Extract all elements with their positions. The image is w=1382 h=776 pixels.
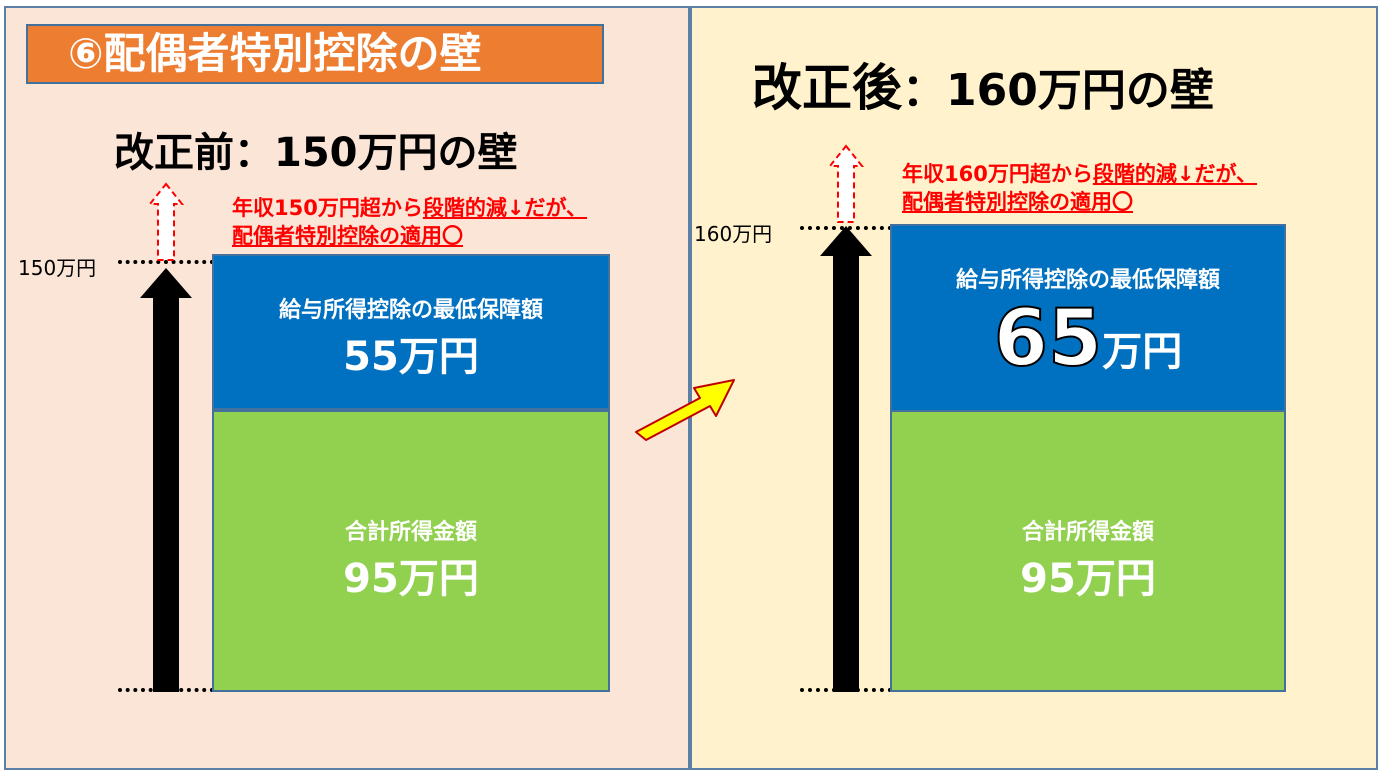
- after-limit-label: 160万円: [694, 222, 773, 246]
- after-heading: 改正後：160万円の壁: [752, 48, 1214, 120]
- after-upper-box: 給与所得控除の最低保障額 65万円: [890, 224, 1286, 412]
- black-up-arrow-icon: [820, 226, 872, 692]
- after-panel: 改正後：160万円の壁 年収160万円超から段階的減↓だが、 配偶者特別控除の適…: [690, 6, 1378, 770]
- yellow-transition-arrow-icon: [635, 379, 735, 441]
- before-upper-caption: 給与所得控除の最低保障額: [278, 298, 543, 323]
- before-note-line2: 配偶者特別控除の適用〇: [232, 224, 463, 248]
- after-heading-rest: ：160万円の壁: [902, 65, 1214, 116]
- after-note-line2: 配偶者特別控除の適用〇: [902, 190, 1133, 214]
- before-limit-label: 150万円: [18, 256, 97, 280]
- before-upper-amount: 55万円: [343, 334, 479, 380]
- after-note: 年収160万円超から段階的減↓だが、 配偶者特別控除の適用〇: [902, 160, 1257, 216]
- after-heading-bold: 改正後: [752, 59, 902, 117]
- black-up-arrow-icon: [140, 268, 192, 692]
- before-lower-amount: 95万円: [343, 556, 479, 602]
- before-lower-box: 合計所得金額 95万円: [212, 410, 610, 692]
- before-heading: 改正前：150万円の壁: [114, 130, 518, 176]
- after-upper-caption: 給与所得控除の最低保障額: [955, 268, 1220, 293]
- after-upper-amount-number: 65: [993, 293, 1104, 385]
- before-lower-caption: 合計所得金額: [344, 520, 477, 545]
- before-upper-box: 給与所得控除の最低保障額 55万円: [212, 254, 610, 410]
- before-note-line1-pre: 年収150万円超から: [232, 196, 423, 220]
- dashed-red-up-arrow-icon: [147, 182, 185, 261]
- after-lower-caption: 合計所得金額: [1021, 520, 1154, 545]
- after-note-line1-pre: 年収160万円超から: [902, 162, 1093, 186]
- dashed-red-up-arrow-icon: [827, 144, 865, 223]
- before-note: 年収150万円超から段階的減↓だが、 配偶者特別控除の適用〇: [232, 194, 587, 250]
- section-badge: ⑥配偶者特別控除の壁: [26, 24, 604, 84]
- after-lower-box: 合計所得金額 95万円: [890, 410, 1286, 692]
- after-note-line1-underlined: 段階的減↓だが、: [1092, 162, 1258, 186]
- after-lower-amount: 95万円: [1020, 556, 1156, 602]
- after-upper-amount-unit: 万円: [1102, 329, 1183, 375]
- before-panel: ⑥配偶者特別控除の壁 改正前：150万円の壁 年収150万円超から段階的減↓だが…: [4, 6, 690, 770]
- before-limit-dotted-line: [118, 260, 214, 264]
- before-note-line1-underlined: 段階的減↓だが、: [422, 196, 588, 220]
